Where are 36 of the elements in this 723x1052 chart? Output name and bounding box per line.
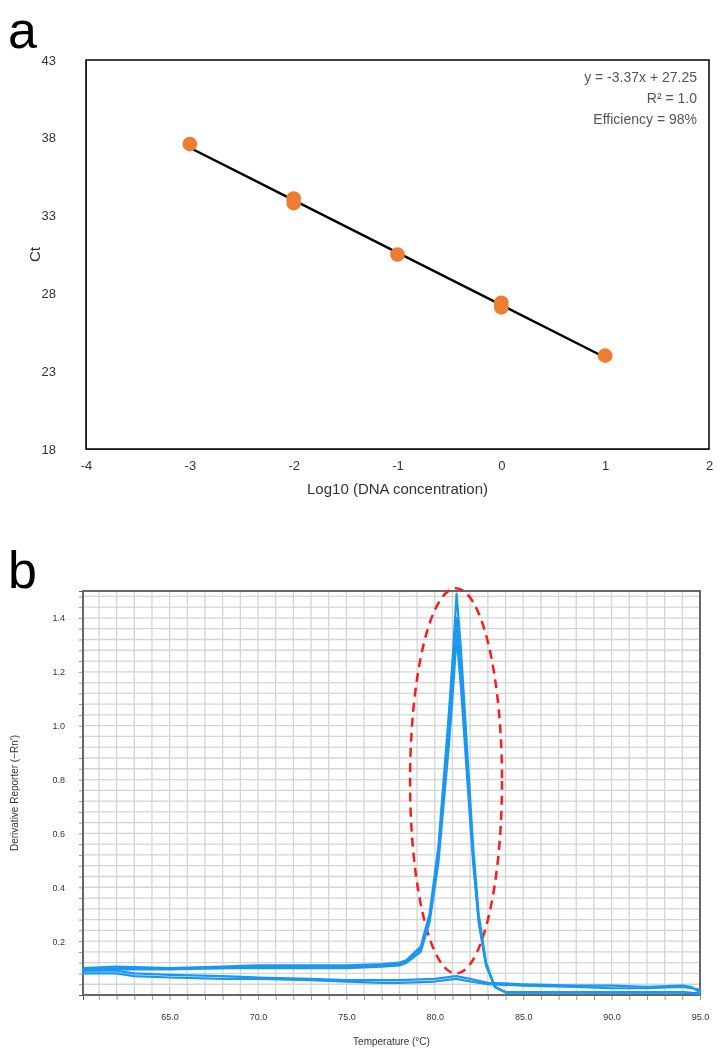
y-tick-label: 18 [41,441,56,457]
x-axis-title: Log10 (DNA concentration) [307,480,488,497]
x-tick-label: 85.0 [514,1012,533,1023]
x-tick-label: -1 [392,458,404,474]
chart-title: a [8,1,37,59]
x-tick-label: -3 [184,458,197,474]
x-tick-label: 80.0 [426,1012,445,1023]
y-tick-label: 28 [41,286,56,302]
x-tick-label: 0 [498,458,506,474]
annotation: Efficiency = 98% [593,111,697,127]
y-tick-label: 43 [41,52,56,68]
x-tick-label: 75.0 [338,1012,356,1023]
y-tick-label: 0.2 [52,936,65,947]
x-tick-label: 70.0 [249,1012,268,1023]
x-tick-label: 1 [602,458,610,474]
x-tick-label: 65.0 [161,1012,179,1023]
x-tick-label: -2 [288,458,300,474]
x-axis-title: Temperature (°C) [353,1036,430,1047]
y-tick-label: 38 [41,130,56,146]
x-tick-label: 2 [705,458,714,474]
y-tick-label: 1.2 [52,667,65,678]
chart-title: b [8,541,37,599]
annotation: R² = 1.0 [646,90,698,106]
y-tick-label: 1.0 [52,721,65,732]
annotation: y = -3.37x + 27.25 [584,69,698,85]
x-tick-label: 95.0 [691,1012,710,1023]
x-tick-label: -4 [80,458,93,474]
x-tick-label: 90.0 [603,1012,621,1023]
y-tick-label: 0.8 [52,774,65,785]
y-axis-title: Ct [26,246,43,262]
y-tick-label: 0.6 [52,828,65,839]
y-tick-label: 33 [41,208,56,224]
y-tick-label: 23 [41,363,56,379]
y-tick-label: 1.4 [52,613,65,624]
y-axis-title: Derivative Reporter (−Rn′) [9,734,20,852]
y-tick-label: 0.4 [52,882,65,893]
